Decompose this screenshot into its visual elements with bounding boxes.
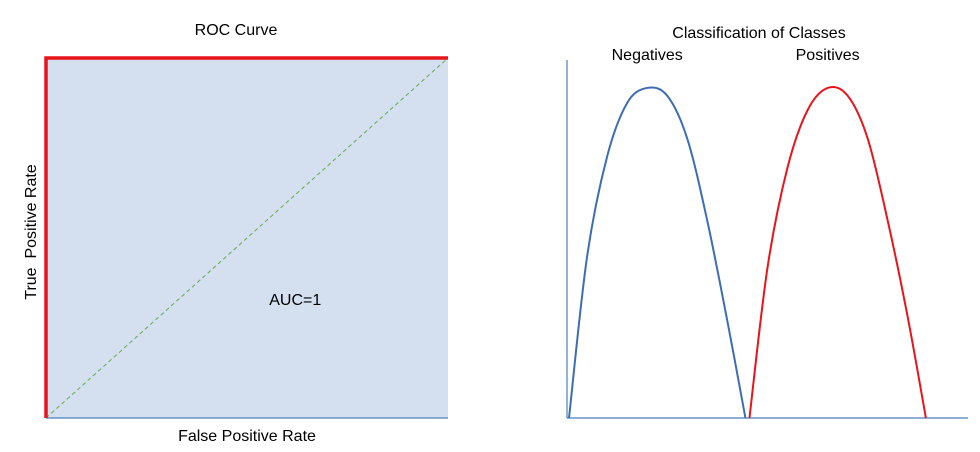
roc-y-axis-label: True Positive Rate — [23, 164, 40, 300]
distribution-chart-title: Classification of Classes — [672, 25, 845, 42]
auc-annotation: AUC=1 — [269, 292, 321, 309]
class-distribution-chart: Classification of Classes Negatives Posi… — [566, 25, 968, 419]
roc-curve-line — [44, 56, 448, 418]
negatives-curve — [568, 86, 747, 419]
roc-x-axis-label: False Positive Rate — [178, 428, 316, 445]
chance-diagonal-line — [45, 57, 449, 419]
positives-curve — [748, 85, 927, 419]
roc-chart-title: ROC Curve — [195, 22, 278, 39]
negatives-label: Negatives — [612, 47, 683, 64]
positives-label: Positives — [796, 47, 860, 64]
roc-chart: ROC Curve False Positive Rate True Posit… — [23, 22, 449, 445]
